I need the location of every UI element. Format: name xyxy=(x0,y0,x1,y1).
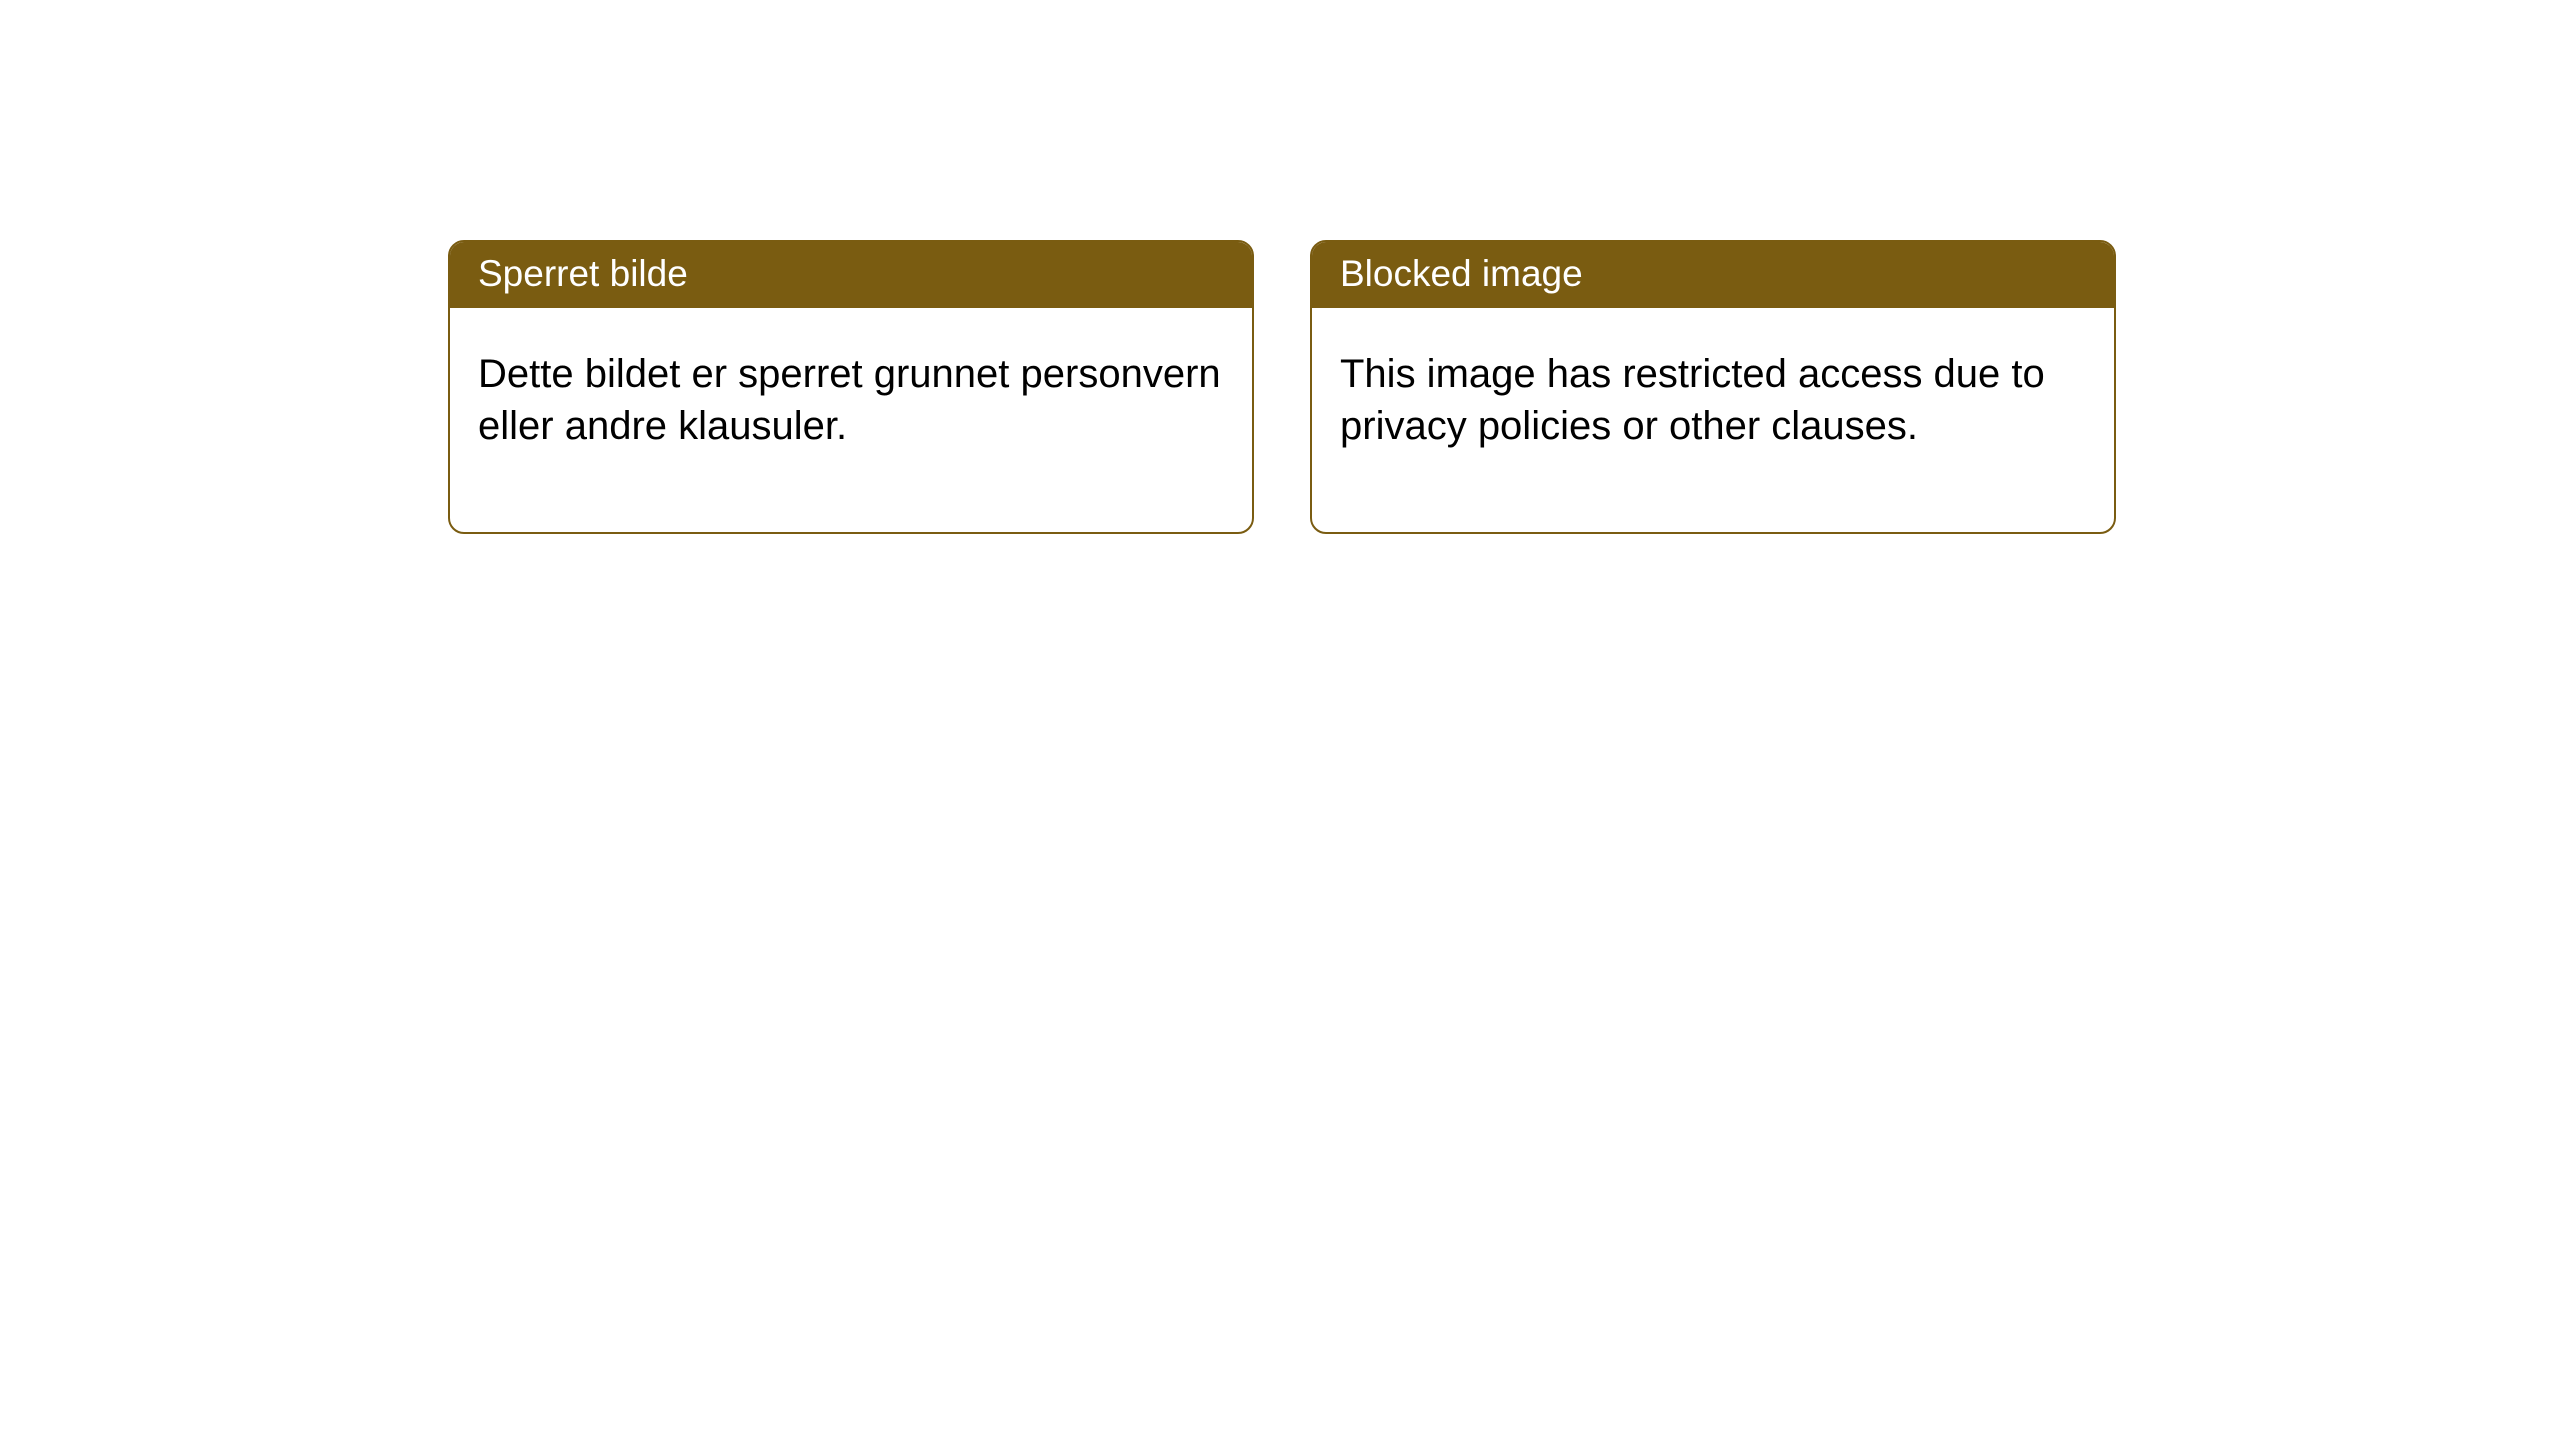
notice-card-norwegian: Sperret bilde Dette bildet er sperret gr… xyxy=(448,240,1254,534)
notice-card-title: Blocked image xyxy=(1312,242,2114,308)
notice-card-title: Sperret bilde xyxy=(450,242,1252,308)
notice-card-english: Blocked image This image has restricted … xyxy=(1310,240,2116,534)
notice-card-body: Dette bildet er sperret grunnet personve… xyxy=(450,308,1252,532)
notice-cards-container: Sperret bilde Dette bildet er sperret gr… xyxy=(448,240,2116,534)
notice-card-body: This image has restricted access due to … xyxy=(1312,308,2114,532)
